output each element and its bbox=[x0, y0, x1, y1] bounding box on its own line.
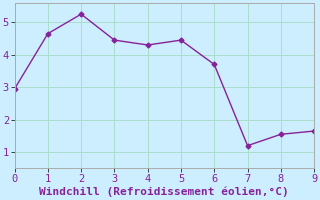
X-axis label: Windchill (Refroidissement éolien,°C): Windchill (Refroidissement éolien,°C) bbox=[39, 187, 289, 197]
